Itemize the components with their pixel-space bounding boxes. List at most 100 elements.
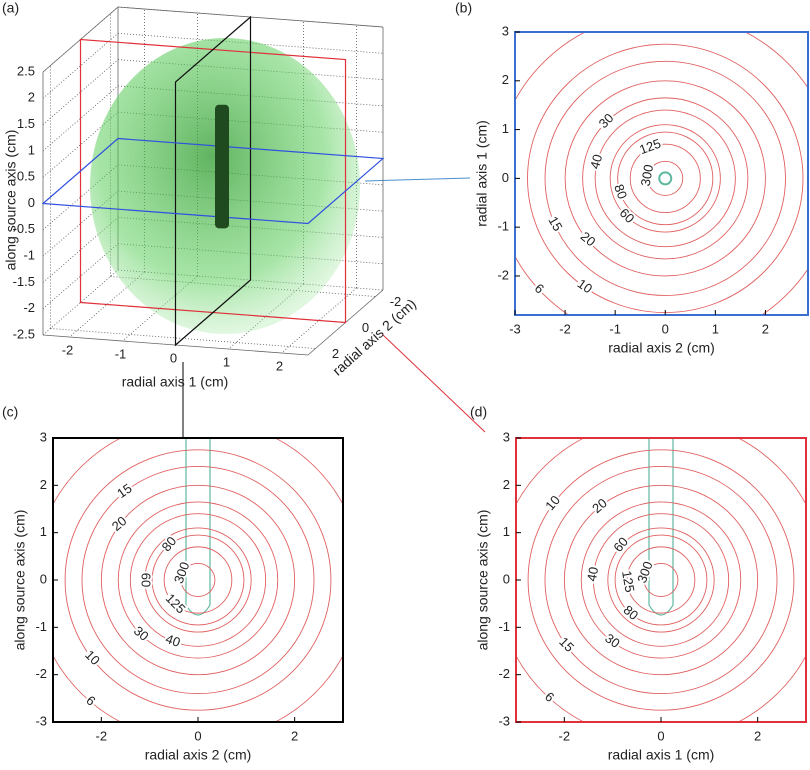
isodose-line [609,124,721,233]
y-axis-label: along source axis (cm) [475,510,491,651]
y-tick-label: -2 [497,267,509,282]
isodose-line [563,484,759,676]
isodose-line [144,527,252,633]
x-tick-label: 0 [657,728,664,743]
isodose-label: 10 [82,647,103,668]
isodose-line [527,449,795,711]
panel-label: (d) [470,404,487,420]
y-tick-label: -1 [35,619,47,634]
z-tick-label: 1.5 [17,116,35,131]
isodose-label: 125 [637,136,663,158]
isodose-line [582,97,749,260]
isodose-line [117,501,279,659]
y-tick-label: 1 [502,121,509,136]
y-axis-label: radial axis 1 (cm) [474,120,490,227]
y-tick-label: 0 [362,320,369,335]
z-tick-label: 0 [28,195,35,210]
isodose-label: 300 [638,163,657,187]
plot-frame [515,437,807,723]
y-tick-label: 3 [40,429,47,444]
isodose-line [594,109,736,248]
isodose-label: 30 [596,110,617,131]
isodose-label: 125 [619,570,638,594]
isodose-label: 40 [587,153,605,171]
contour-group [53,438,343,722]
source-channel [648,438,674,616]
isodose-line [129,513,267,647]
isodose-line [81,465,315,695]
y-tick-label: -1 [498,619,510,634]
y-tick-label: -2 [498,666,510,681]
y-tick-label: -2 [35,666,47,681]
isodose-label: 40 [164,631,183,650]
z-axis-label: along source axis (cm) [3,130,19,271]
isodose-line [626,546,696,614]
isodose-label: 40 [584,566,601,583]
y-tick-label: -3 [498,713,510,728]
x-axis-label: radial axis 1 (cm) [122,374,229,390]
isodose-line [614,534,708,626]
contour-group [516,438,806,722]
x-tick-label: -2 [62,342,74,357]
x-tick-label: 0 [662,321,669,336]
y-tick-label: 0 [40,571,47,586]
x-tick-label: -3 [509,321,521,336]
link-line [382,334,486,433]
y-tick-label: 1 [503,524,510,539]
z-tick-label: -0.5 [13,221,35,236]
isodose-line [592,513,730,647]
x-axis-label: radial axis 2 (cm) [145,747,252,763]
z-tick-label: -2.5 [13,326,35,341]
panel-label: (a) [2,0,19,16]
x-tick-label: 2 [291,728,298,743]
isodose-line [544,465,778,695]
isodose-label: 30 [602,630,622,651]
z-tick-label: -1.5 [13,274,35,289]
y-tick-label: 0 [503,571,510,586]
isodose-line [516,438,806,722]
y-axis-label: along source axis (cm) [12,510,28,651]
z-tick-label: -2 [23,300,35,315]
isodose-line [629,143,701,213]
isodose-label: 300 [634,559,656,585]
contour-group [515,32,808,315]
x-tick-label: -2 [559,728,571,743]
x-tick-label: 2 [754,728,761,743]
isodose-label: 10 [575,276,595,297]
x-tick-label: 1 [712,321,719,336]
isodose-line [53,438,343,722]
y-tick-label: -3 [35,713,47,728]
isodose-label: 80 [159,534,180,555]
x-axis-label: radial axis 2 (cm) [608,340,715,356]
z-tick-label: 2.5 [17,63,35,78]
isodose-label: 80 [621,602,642,623]
x-tick-label: -1 [609,321,621,336]
isodose-line [180,562,216,598]
isodose-label: 60 [138,573,153,587]
panel-label: (b) [455,0,472,16]
x-tick-label: 2 [762,321,769,336]
source [215,104,229,229]
z-tick-label: 0.5 [17,169,35,184]
y-tick-label: 2 [503,477,510,492]
y-tick-label: -2 [390,294,402,309]
isodose-line [643,562,679,598]
z-tick-label: 1 [28,142,35,157]
z-tick-label: 2 [28,90,35,105]
plane-radial-1 [79,38,347,324]
x-tick-label: 0 [170,350,177,365]
plane-transverse [41,137,385,225]
y-tick-label: 2 [502,72,509,87]
isodose-line [647,160,684,196]
x-tick-label: 2 [276,358,283,373]
source-channel [185,438,211,616]
x-axis-label: radial axis 1 (cm) [608,747,715,763]
y-tick-label: 2 [40,477,47,492]
isodose-label: 15 [556,634,577,655]
z-tick-label: -1 [23,248,35,263]
y-tick-label: 3 [502,23,509,38]
source-ring [658,171,673,186]
y-tick-label: 1 [40,524,47,539]
isodose-line [527,43,804,314]
